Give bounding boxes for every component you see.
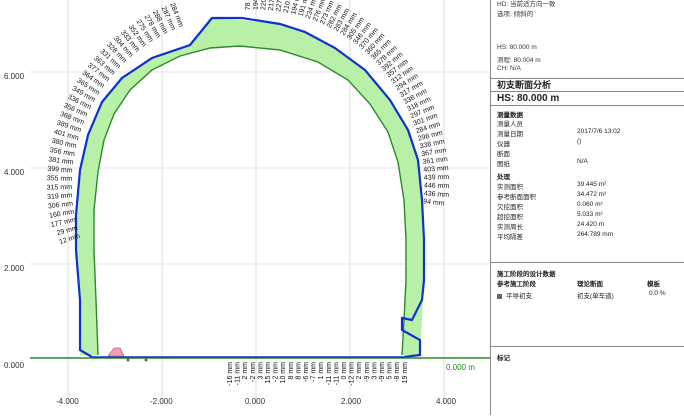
deviation-label: 3 mm [371,362,378,380]
process-row: 参考断面面积 34.472 m² [497,191,607,201]
measure-row: 图纸 N/A [497,158,588,168]
deviation-label: 94 mm [423,198,445,207]
deviation-label: 367 mm [421,147,447,158]
deviation-label: -16 mm [227,362,234,386]
x-tick-label: 2.000 [341,397,362,406]
deviation-label: 381 mm [48,156,74,166]
deviation-label: 315 mm [47,184,73,192]
deviation-label: 439 mm [424,174,450,182]
deviation-label: 361 mm [422,156,448,166]
deviation-label: -2 mm [250,362,257,382]
deviation-label: 160 mm [49,209,75,220]
deviation-label: 1 mm [318,362,325,380]
deviation-label: 2 mm [356,362,363,380]
deviation-label: 220 mm [260,0,268,10]
deviation-label: -12 mm [349,362,356,386]
deviation-label: 8 mm [295,362,302,380]
x-tick-label: -2.000 [150,397,173,406]
process-row: 平均隔差 264.789 mm [497,231,614,241]
deviation-label: -11 mm [326,362,333,385]
header-hs: HS: 80.000 m [497,44,537,51]
measure-row: 断面 [497,151,510,158]
marker-point [144,358,148,362]
design-section-title: 施工阶段的设计数据 [497,271,556,278]
deviation-label: 403 mm [423,165,449,174]
deviation-label: 399 mm [47,166,73,175]
deviation-label: 355 mm [47,175,73,183]
process-section-title: 处理 [497,174,510,181]
deviation-label: 78 mm [244,0,252,10]
deviation-label: 0 mm [341,362,348,380]
y-tick-label: 0.000 [4,361,25,370]
header-mileage: 测程: 80.004 m [497,57,541,64]
deviation-label: -7 mm [311,362,318,382]
marker-point [126,358,130,362]
y-tick-label: 6.000 [4,72,25,81]
deviation-label: -11 mm [235,362,242,385]
deviation-label: 356 mm [49,147,75,158]
deviation-label: 319 mm [47,192,73,201]
analysis-panel: HD: 当前适方向一致 选项: 倾斜的 HS: 80.000 m 测程: 80.… [490,0,684,415]
panel-title: 初支断面分析 [491,78,684,92]
x-tick-label: -4.000 [56,397,79,406]
legend-square-icon [497,293,502,299]
deviation-label: 8 mm [288,362,295,380]
divider [491,262,684,263]
deviation-label: 5 mm [387,362,394,380]
design-col-header: 理论断面 [577,281,603,288]
measure-row: 测量日期 2017/7/6 13:02 [497,128,621,138]
process-row: 超挖面积 5.033 m² [497,211,603,221]
deviation-label: 194 mm [253,0,260,10]
header-line: 选项: 倾斜的 [497,11,534,18]
x-tick-label: 0.000 [245,397,266,406]
baseline-value-label: 0.000 m [446,363,475,372]
deviation-label: 19 mm [402,362,409,384]
design-profile [93,45,407,356]
header-ch: CH: N/A [497,65,521,72]
header-line: HD: 当前适方向一致 [497,1,556,8]
design-col-header: 参考施工阶段 [497,281,536,288]
deviation-label: 306 mm [48,200,74,210]
measure-section-title: 测量数据 [497,112,523,119]
y-tick-label: 2.000 [4,264,25,273]
deviation-label: -9 mm [379,362,386,382]
measure-row: 仪器() [497,138,582,148]
measured-profile [74,16,426,359]
section-plot: 6.000 4.000 2.000 0.000 -4.000 -2.000 0.… [4,0,490,406]
deviation-label: 2 mm [242,362,249,380]
deviation-label: 3 mm [257,362,264,380]
design-row[interactable]: 平导初支 [497,290,532,300]
overbreak-area [76,18,424,355]
deviation-label: -2 mm [273,362,280,382]
process-row: 欠挖面积 0.060 m² [497,201,603,211]
measure-row: 测量人员 [497,121,523,128]
deviation-label: 446 mm [424,183,450,190]
divider [491,346,684,347]
deviation-label: 436 mm [424,190,450,199]
deviation-label: -8 mm [394,362,401,382]
design-col-header: 模板 [647,281,660,288]
section-plot-area[interactable]: 6.000 4.000 2.000 0.000 -4.000 -2.000 0.… [0,0,490,415]
underbreak-area [107,347,125,357]
deviation-label: 15 mm [265,362,272,384]
x-tick-label: 4.000 [436,397,457,406]
deviation-label: 10 mm [280,362,287,384]
deviation-label: 217 mm [268,0,278,11]
notes-title: 标记 [497,355,510,362]
deviation-label: -6 mm [303,362,310,382]
hs-value: HS: 80.000 m [491,92,684,106]
deviation-label: -11 mm [333,362,340,385]
process-row: 实测面积 39.445 m² [497,181,607,191]
y-tick-label: 4.000 [4,168,25,177]
deviation-label: 227 mm [275,0,286,12]
process-row: 实测周长 24.420 m [497,221,605,231]
design-cell: 0.0 % [649,290,666,297]
deviation-label: 210 mm [283,0,295,14]
deviation-label: -9 mm [364,362,371,382]
design-cell: 初支(单车道) [577,293,614,300]
